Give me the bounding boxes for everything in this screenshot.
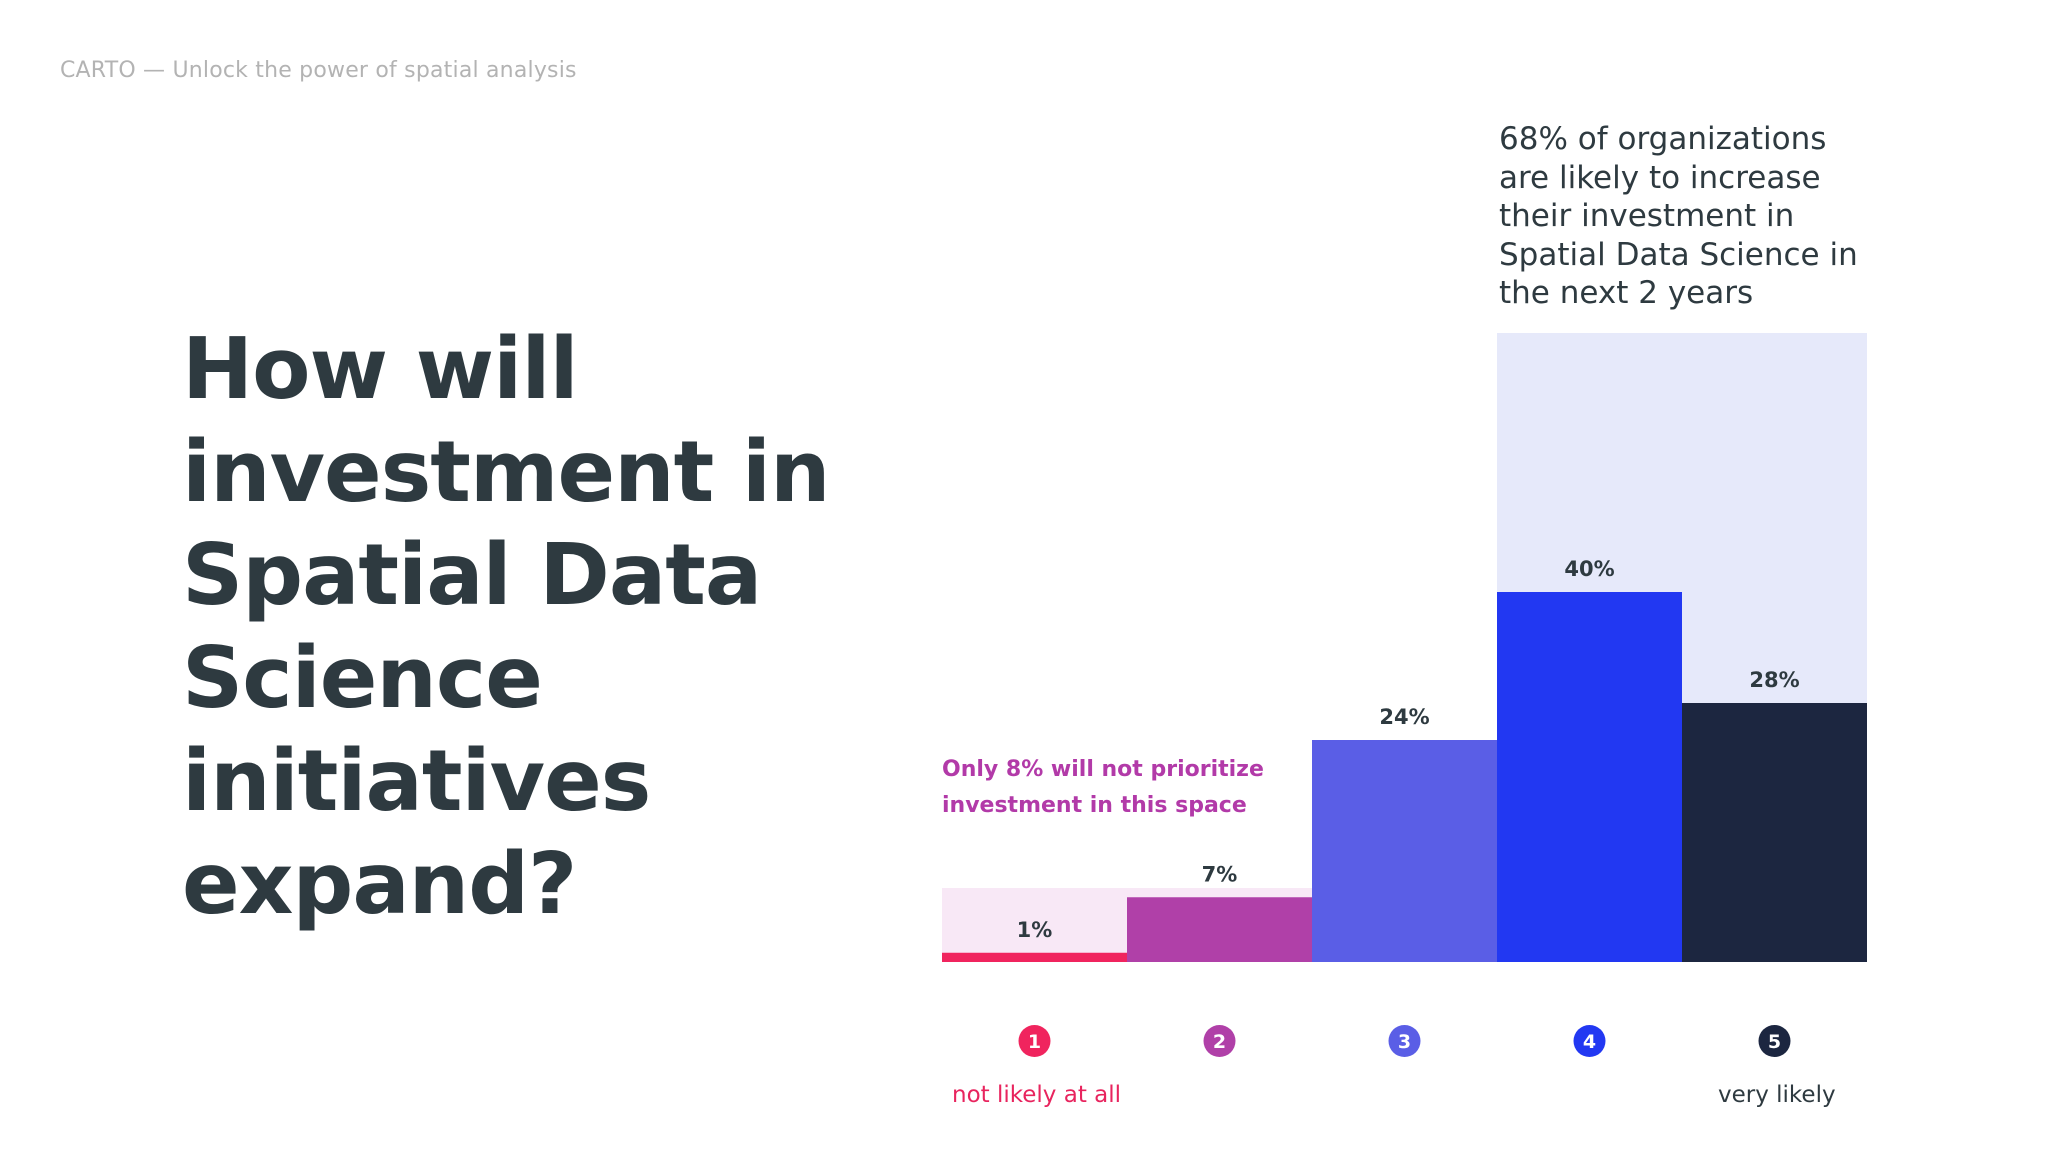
scale-label-low: not likely at all	[952, 1082, 1122, 1108]
annotation-line: Only 8% will not prioritize	[942, 757, 1264, 782]
category-number: 5	[1768, 1031, 1781, 1053]
bar-value-label: 28%	[1749, 668, 1799, 692]
title-line: initiatives	[182, 732, 651, 831]
bar-value-label: 24%	[1379, 705, 1429, 729]
annotation-line: investment in this space	[942, 793, 1247, 818]
header-tagline: CARTO — Unlock the power of spatial anal…	[60, 58, 577, 83]
scale-label-high: very likely	[1718, 1082, 1836, 1108]
title-line: expand?	[182, 835, 577, 934]
category-badge	[1758, 1025, 1791, 1057]
bar	[1497, 592, 1682, 962]
category-number: 1	[1028, 1031, 1041, 1053]
bar	[1127, 897, 1312, 962]
bar	[942, 952, 1127, 962]
title-line: Spatial Data	[182, 526, 762, 625]
annotation-line: 68% of organizations	[1499, 121, 1827, 157]
category-number: 3	[1398, 1031, 1411, 1053]
bar-value-label: 7%	[1202, 862, 1238, 886]
page-title: How will investment in Spatial Data Scie…	[182, 318, 882, 936]
bar-value-label: 1%	[1017, 918, 1053, 942]
bar	[1312, 740, 1497, 962]
title-line: investment in	[182, 423, 831, 522]
annotation-line: their investment in	[1499, 198, 1795, 234]
category-badge	[1018, 1025, 1051, 1057]
category-number: 4	[1583, 1031, 1596, 1053]
annotation-not-prioritize: Only 8% will not prioritize investment i…	[942, 752, 1342, 824]
category-badge	[1573, 1025, 1606, 1057]
bar-value-label: 40%	[1564, 557, 1614, 581]
bar	[1682, 703, 1867, 962]
category-badge	[1203, 1025, 1236, 1057]
category-badge	[1388, 1025, 1421, 1057]
annotation-likely-increase: 68% of organizations are likely to incre…	[1499, 120, 1899, 313]
category-number: 2	[1213, 1031, 1226, 1053]
annotation-line: Spatial Data Science in	[1499, 236, 1858, 273]
annotation-line: the next 2 years	[1499, 275, 1754, 311]
title-line: Science	[182, 629, 543, 728]
title-line: How will	[182, 320, 579, 419]
annotation-line: are likely to increase	[1499, 159, 1821, 196]
